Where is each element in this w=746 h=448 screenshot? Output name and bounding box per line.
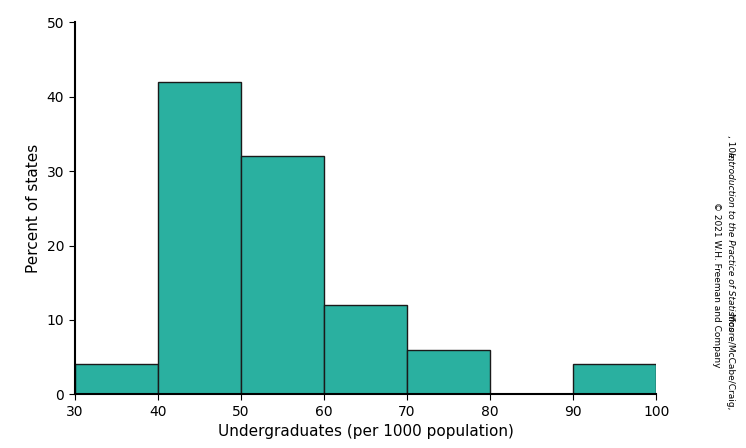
Y-axis label: Percent of states: Percent of states	[26, 144, 41, 273]
Bar	[324, 305, 407, 394]
X-axis label: Undergraduates (per 1000 population): Undergraduates (per 1000 population)	[218, 424, 513, 439]
Bar	[75, 365, 157, 394]
Bar	[407, 349, 490, 394]
Bar	[157, 82, 241, 394]
Text: Moore/McCabe/Craig,: Moore/McCabe/Craig,	[726, 313, 735, 412]
Text: Introduction to the Practice of Statistics: Introduction to the Practice of Statisti…	[726, 152, 735, 331]
Text: © 2021 W.H. Freeman and Company: © 2021 W.H. Freeman and Company	[712, 202, 721, 367]
Bar	[574, 365, 656, 394]
Bar	[241, 156, 324, 394]
Text: , 10e,: , 10e,	[726, 135, 735, 160]
